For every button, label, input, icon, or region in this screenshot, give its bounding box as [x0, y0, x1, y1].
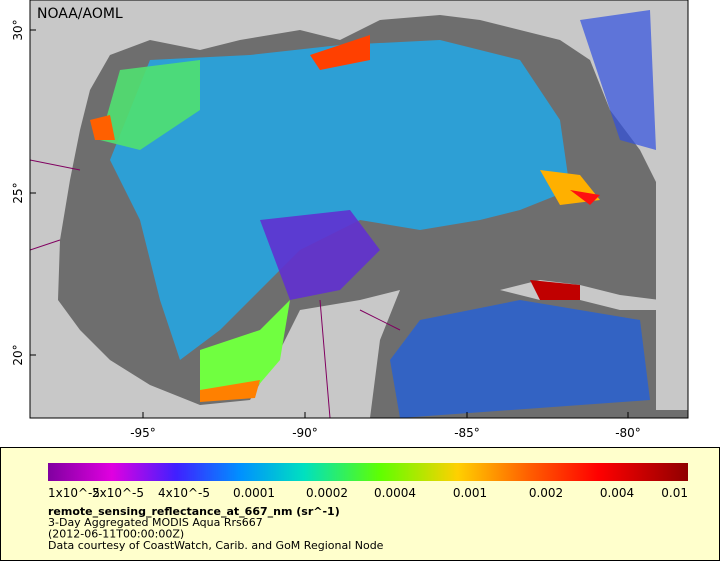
axis-ticks: 30° 25° 20° -95° -90° -85° -80° [11, 19, 641, 440]
legend-line: (2012-06-11T00:00:00Z) [48, 528, 184, 541]
colorbar [48, 463, 688, 481]
legend-line: Data courtesy of CoastWatch, Carib. and … [48, 539, 384, 552]
lon-tick-label: -95° [130, 426, 156, 440]
colorbar-label: 0.002 [529, 486, 563, 500]
credit-box [33, 3, 133, 23]
colorbar-label: 0.0002 [306, 486, 348, 500]
credit: NOAA/AOML [37, 6, 123, 22]
legend-lines: 3-Day Aggregated MODIS Aqua Rrs667(2012-… [48, 516, 384, 552]
colorbar-label: 1x10^-5 [48, 486, 100, 500]
colorbar-label: 0.01 [661, 486, 688, 500]
lat-tick-label: 30° [11, 19, 25, 40]
colorbar-label: 0.001 [453, 486, 487, 500]
colorbar-label: 4x10^-5 [158, 486, 210, 500]
lon-tick-label: -90° [292, 426, 318, 440]
lon-tick-label: -85° [454, 426, 480, 440]
colorbar-label: 0.004 [600, 486, 634, 500]
lon-tick-label: -80° [615, 426, 641, 440]
variable-name: remote_sensing_reflectance_at_667_nm (sr… [48, 505, 340, 518]
legend-line: 3-Day Aggregated MODIS Aqua Rrs667 [48, 516, 263, 529]
colorbar-label: 0.0001 [233, 486, 275, 500]
lat-tick-label: 25° [11, 182, 25, 203]
map-frame [29, 0, 689, 419]
map-image [30, 0, 688, 418]
colorbar-label: 2x10^-5 [92, 486, 144, 500]
colorbar-label: 0.0004 [374, 486, 416, 500]
lat-tick-label: 20° [11, 344, 25, 365]
